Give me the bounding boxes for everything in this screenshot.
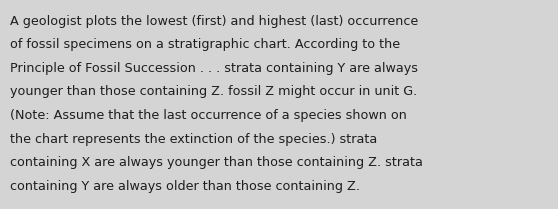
Text: Principle of Fossil Succession . . . strata containing Y are always: Principle of Fossil Succession . . . str… (10, 62, 418, 75)
Text: containing Y are always older than those containing Z.: containing Y are always older than those… (10, 180, 360, 193)
Text: A geologist plots the lowest (first) and highest (last) occurrence: A geologist plots the lowest (first) and… (10, 15, 418, 28)
Text: (Note: Assume that the last occurrence of a species shown on: (Note: Assume that the last occurrence o… (10, 109, 407, 122)
Text: the chart represents the extinction of the species.) strata: the chart represents the extinction of t… (10, 133, 377, 146)
Text: of fossil specimens on a stratigraphic chart. According to the: of fossil specimens on a stratigraphic c… (10, 38, 400, 51)
Text: younger than those containing Z. fossil Z might occur in unit G.: younger than those containing Z. fossil … (10, 85, 417, 98)
Text: containing X are always younger than those containing Z. strata: containing X are always younger than tho… (10, 156, 423, 169)
